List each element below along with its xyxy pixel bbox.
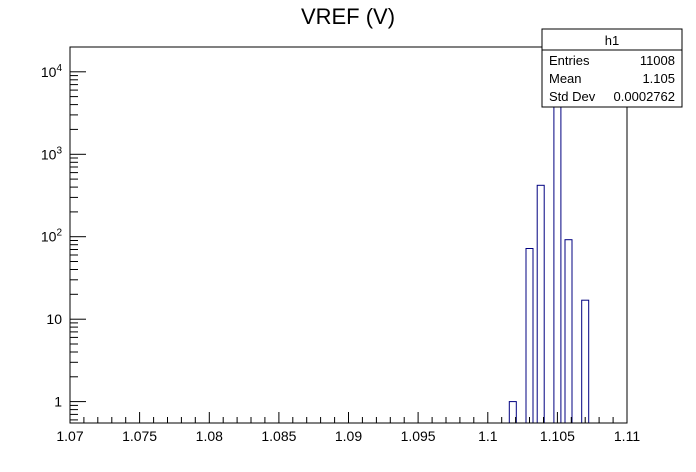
x-tick-label: 1.075	[122, 428, 157, 444]
stats-entries-value: 11008	[640, 53, 675, 68]
histogram-bar	[553, 103, 562, 424]
stats-entries-label: Entries	[549, 53, 590, 68]
x-tick-label: 1.11	[614, 428, 640, 444]
stats-box: h1 Entries 11008 Mean 1.105 Std Dev 0.00…	[541, 28, 683, 108]
plot-frame	[69, 46, 628, 424]
y-tick-label: 104	[41, 63, 63, 80]
stats-stddev-label: Std Dev	[549, 89, 596, 104]
y-tick-label: 10	[46, 311, 62, 327]
stats-mean-value: 1.105	[642, 71, 675, 86]
y-tick-label: 1	[54, 394, 62, 410]
y-tick-label: 103	[41, 145, 63, 162]
x-tick-label: 1.08	[196, 428, 223, 444]
y-tick-label: 102	[41, 228, 63, 245]
x-tick-label: 1.09	[335, 428, 362, 444]
x-tick-label: 1.1	[478, 428, 498, 444]
histogram-bar	[536, 184, 545, 424]
x-tick-label: 1.095	[401, 428, 436, 444]
stats-mean-label: Mean	[549, 71, 582, 86]
stats-stddev-value: 0.0002762	[614, 89, 675, 104]
stats-box-frame	[541, 28, 683, 108]
histogram-bar	[525, 248, 534, 424]
x-tick-label: 1.085	[261, 428, 296, 444]
x-tick-label: 1.105	[540, 428, 575, 444]
stats-box-title: h1	[605, 33, 619, 48]
x-tick-label: 1.07	[56, 428, 83, 444]
histogram-bar	[581, 299, 590, 424]
bars-layer	[508, 103, 590, 424]
chart-title: VREF (V)	[301, 4, 395, 29]
histogram-bar	[564, 239, 573, 424]
